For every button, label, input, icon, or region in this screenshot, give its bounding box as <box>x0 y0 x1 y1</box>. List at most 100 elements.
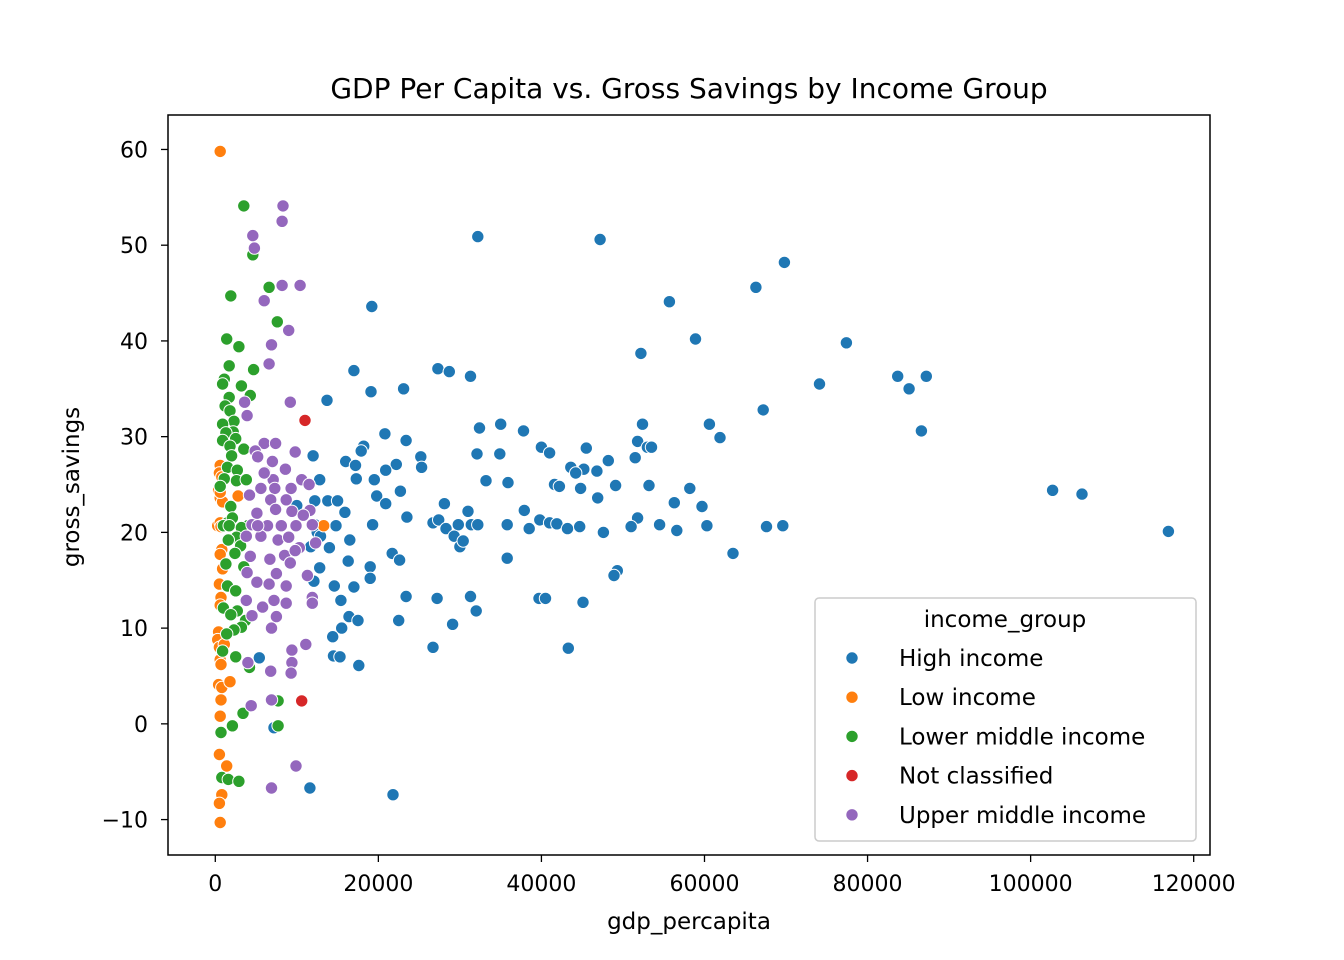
data-point <box>463 589 478 604</box>
data-point <box>399 433 413 448</box>
data-point <box>267 593 281 608</box>
data-point <box>225 719 240 733</box>
legend-marker <box>845 690 859 704</box>
data-point <box>538 591 553 606</box>
data-point <box>776 519 790 533</box>
data-point <box>229 584 243 598</box>
data-point <box>283 556 297 570</box>
y-tick-label: −10 <box>102 809 148 834</box>
data-point <box>1161 524 1176 539</box>
data-point <box>215 377 230 391</box>
data-point <box>364 385 378 399</box>
data-point <box>231 489 245 503</box>
data-point <box>254 481 268 496</box>
data-point <box>239 529 254 543</box>
data-point <box>471 229 485 244</box>
data-point <box>269 609 284 624</box>
data-point <box>667 496 681 510</box>
data-point <box>264 338 279 352</box>
data-point <box>516 424 531 438</box>
data-point <box>212 796 227 810</box>
data-point <box>348 458 363 473</box>
data-point <box>279 596 293 610</box>
data-point <box>228 546 242 561</box>
data-point <box>224 608 238 622</box>
data-point <box>456 534 470 548</box>
legend-title: income_group <box>924 607 1087 633</box>
data-point <box>560 521 575 536</box>
data-point <box>223 675 237 689</box>
data-point <box>313 561 327 575</box>
data-point <box>288 445 302 459</box>
data-point <box>247 241 262 255</box>
data-point <box>327 579 341 593</box>
data-point <box>237 395 252 409</box>
data-point <box>479 474 493 488</box>
data-point <box>579 441 593 455</box>
x-tick-label: 40000 <box>506 872 576 897</box>
data-point <box>683 481 697 496</box>
data-point <box>232 340 246 354</box>
data-point <box>213 709 227 723</box>
data-point <box>1075 487 1089 501</box>
x-tick-label: 80000 <box>833 872 903 897</box>
data-point <box>289 519 303 533</box>
data-point <box>349 472 363 486</box>
data-point <box>393 484 408 498</box>
y-tick-label: 40 <box>120 330 148 355</box>
data-point <box>463 369 478 383</box>
data-point <box>285 504 299 518</box>
legend-marker <box>845 729 859 744</box>
data-point <box>471 518 485 532</box>
data-point <box>270 315 284 329</box>
data-point <box>662 295 677 309</box>
chart-title: GDP Per Capita vs. Gross Savings by Inco… <box>330 72 1047 105</box>
data-point <box>607 568 621 583</box>
data-point <box>552 479 567 494</box>
legend-box <box>814 597 1197 842</box>
data-point <box>293 278 307 293</box>
x-axis: 0 20000 40000 60000 80000 100000 120000 <box>208 855 1236 897</box>
data-point <box>282 530 296 544</box>
data-point <box>237 199 251 213</box>
data-point <box>713 430 727 445</box>
data-point <box>759 519 774 534</box>
data-point <box>265 454 280 469</box>
series-1 <box>211 144 331 830</box>
data-point <box>222 519 236 533</box>
data-point <box>274 519 288 533</box>
series-3 <box>295 413 312 708</box>
data-point <box>628 451 642 465</box>
data-point <box>239 473 254 487</box>
data-point <box>240 408 254 423</box>
data-point <box>269 566 284 581</box>
y-tick-label: 0 <box>134 713 148 738</box>
data-point <box>494 417 508 431</box>
data-point <box>352 658 366 673</box>
data-point <box>279 493 293 507</box>
data-point <box>749 280 763 294</box>
data-point <box>326 630 340 644</box>
data-point <box>250 506 264 520</box>
data-point <box>426 640 440 654</box>
data-point <box>239 593 254 608</box>
data-point <box>305 518 319 532</box>
data-point <box>493 447 507 461</box>
data-point <box>255 600 270 614</box>
data-point <box>542 446 557 460</box>
series-0 <box>252 229 1176 802</box>
data-point <box>263 552 277 566</box>
data-point <box>590 464 604 478</box>
data-point <box>343 533 357 547</box>
data-point <box>283 395 297 409</box>
data-point <box>392 553 407 567</box>
data-point <box>573 519 587 534</box>
x-axis-label: gdp_percapita <box>607 909 771 935</box>
y-tick-label: 20 <box>120 521 148 546</box>
series-4 <box>237 199 323 795</box>
data-point <box>289 759 303 773</box>
data-point <box>777 255 792 270</box>
data-point <box>399 589 413 604</box>
data-point <box>252 651 266 665</box>
data-point <box>726 546 740 561</box>
